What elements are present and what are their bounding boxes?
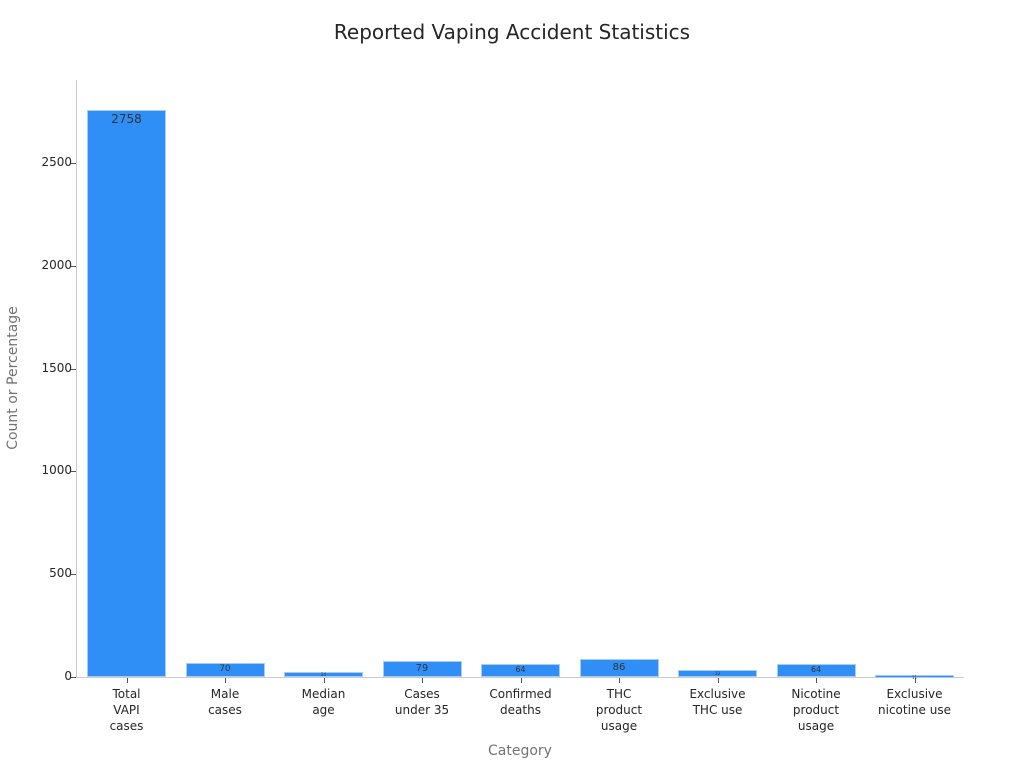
y-tick-label: 2000 [41, 257, 72, 272]
x-tick-mark [717, 678, 719, 683]
y-tick-mark [71, 677, 76, 678]
x-tick-mark [225, 678, 226, 683]
bar: 24 [284, 672, 363, 677]
bar: 70 [185, 662, 265, 677]
x-tick-label: Exclusive THC use [689, 687, 746, 717]
x-tick-mark [816, 678, 817, 683]
x-tick-mark [914, 678, 916, 683]
y-axis-label: Count or Percentage [5, 306, 21, 450]
bar-data-label: 79 [415, 662, 429, 674]
bar-data-label: 86 [612, 662, 626, 674]
y-axis-line [76, 80, 77, 678]
y-tick-label: 2500 [41, 155, 72, 169]
x-tick-label: Median age [301, 687, 346, 717]
bar-data-label: 2758 [111, 111, 142, 126]
bar-data-label: 64 [515, 665, 526, 675]
x-tick-mark [422, 678, 423, 683]
x-tick-label: Confirmed deaths [489, 687, 552, 717]
x-tick-mark [619, 678, 620, 683]
bar: 64 [776, 663, 856, 677]
y-tick-label: 500 [49, 566, 72, 581]
x-tick-label: Total VAPI cases [109, 687, 144, 733]
y-tick-label: 0 [64, 669, 72, 683]
x-tick-mark [126, 678, 128, 683]
x-tick-label: THC product usage [595, 687, 643, 733]
bar: 11 [875, 674, 954, 680]
bar-data-label: 24 [320, 672, 327, 678]
x-tick-mark [323, 678, 325, 683]
bar-data-label: 70 [219, 664, 231, 675]
y-tick-mark [71, 368, 76, 370]
y-tick-mark [71, 265, 76, 267]
bar-data-label: 64 [810, 665, 822, 675]
x-axis-label: Category [488, 743, 552, 759]
y-tick-label: 1500 [41, 360, 72, 375]
y-tick-mark [71, 574, 76, 576]
bar: 2758 [87, 109, 166, 677]
bar-data-label: 11 [876, 675, 953, 680]
x-axis-line [76, 677, 964, 678]
bar-data-label: 33 [714, 670, 721, 676]
y-tick-label: 1000 [41, 463, 72, 478]
bar: 79 [382, 660, 462, 677]
y-tick-mark [71, 471, 76, 473]
x-tick-label: Nicotine product usage [791, 687, 841, 733]
bar: 86 [579, 659, 659, 677]
chart-title: Reported Vaping Accident Statistics [333, 20, 691, 44]
x-tick-label: Exclusive nicotine use [878, 687, 951, 717]
x-tick-label: Cases under 35 [394, 687, 450, 717]
y-tick-mark [71, 163, 76, 164]
x-tick-label: Male cases [208, 687, 242, 717]
x-tick-mark [520, 678, 522, 683]
bar: 64 [481, 663, 560, 677]
bar: 33 [678, 670, 757, 677]
